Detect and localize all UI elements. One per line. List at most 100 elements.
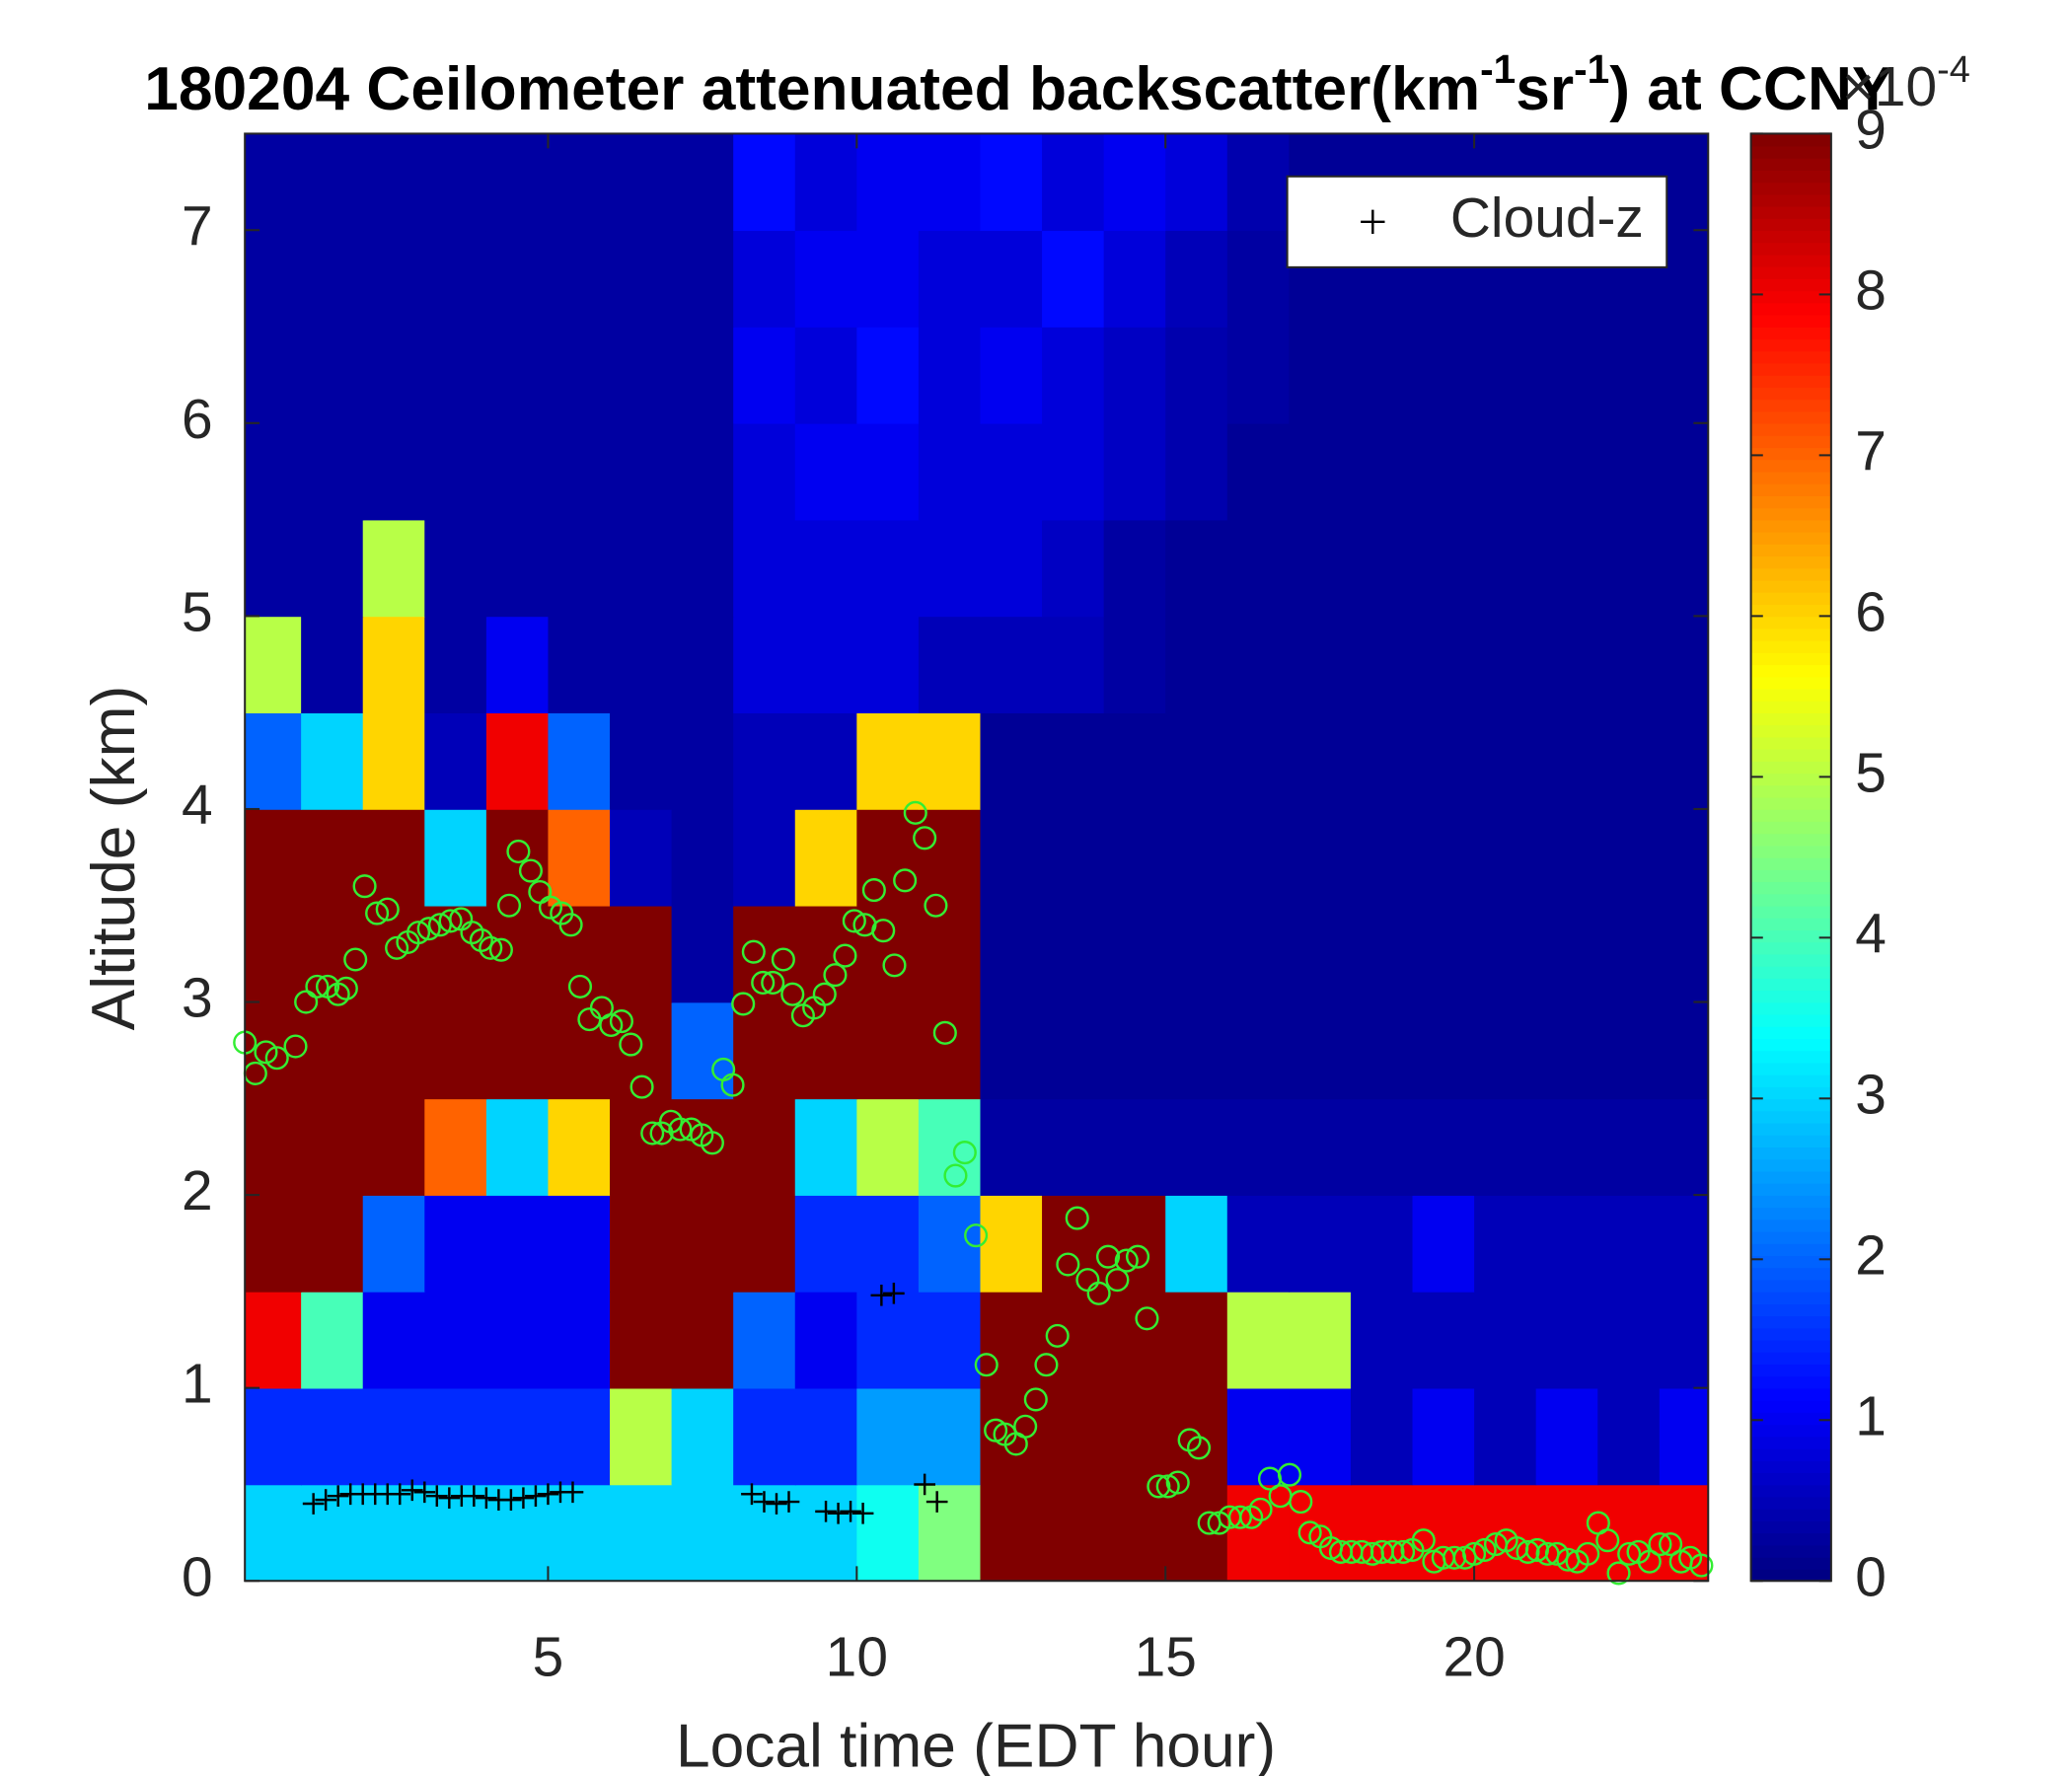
scatter-point: [567, 974, 593, 999]
scatter-point: [1056, 1252, 1080, 1277]
colorbar-swatch: [1750, 290, 1831, 304]
scatter-point: [943, 1163, 968, 1188]
heat-cell: [301, 519, 364, 618]
colorbar-swatch: [1750, 387, 1831, 401]
colorbar-swatch: [1750, 628, 1831, 641]
colorbar-swatch: [1750, 1460, 1831, 1474]
scatter-point: [1248, 1497, 1273, 1521]
scatter-point: [731, 992, 756, 1016]
heat-cell: [485, 519, 550, 618]
heat-cell: [1103, 905, 1167, 1003]
heat-cell: [918, 1098, 982, 1196]
heat-cell: [1226, 1291, 1291, 1389]
heat-cell: [794, 1001, 858, 1100]
colorbar-swatch: [1750, 953, 1831, 967]
colorbar-swatch: [1750, 1243, 1831, 1257]
heat-cell: [301, 905, 364, 1003]
heat-cell: [794, 327, 858, 424]
heat-cell: [671, 1387, 734, 1486]
heat-cell: [1103, 422, 1167, 521]
scatter-point: [406, 921, 431, 945]
heat-cell: [1659, 1001, 1709, 1100]
heat-cell: [1659, 230, 1709, 328]
colorbar-swatch: [1750, 133, 1831, 147]
heat-cell: [245, 519, 302, 618]
heat-cell: [1103, 519, 1167, 618]
heat-cell: [424, 519, 487, 618]
y-tick-label: 0: [182, 1546, 213, 1608]
heat-cell: [301, 422, 364, 521]
scatter-point: [720, 1073, 745, 1097]
heat-cell: [1226, 1484, 1291, 1582]
colorbar-swatch: [1750, 170, 1831, 184]
heat-cell: [1042, 1195, 1105, 1293]
heat-cell: [1535, 422, 1599, 521]
heatmap: [245, 133, 1709, 1582]
heat-cell: [610, 1484, 673, 1582]
colorbar-swatch: [1750, 724, 1831, 738]
heat-cell: [1165, 1098, 1228, 1196]
heat-cell: [424, 230, 487, 328]
heat-cell: [424, 1098, 487, 1196]
heat-cell: [301, 1387, 364, 1486]
colorbar-swatch: [1750, 435, 1831, 449]
heat-cell: [1226, 712, 1291, 810]
cloud-point: [413, 1481, 436, 1504]
heat-cell: [362, 1484, 426, 1582]
heat-cell: [733, 808, 796, 907]
heat-cell: [610, 1291, 673, 1389]
colorbar-swatch: [1750, 965, 1831, 979]
colorbar-swatch: [1750, 1267, 1831, 1281]
colorbar-swatch: [1750, 1569, 1831, 1583]
heat-cell: [856, 133, 920, 232]
scatter-point: [1576, 1541, 1600, 1566]
scatter-point: [294, 990, 319, 1014]
scatter-point: [1126, 1244, 1150, 1269]
colorbar-swatch: [1750, 1013, 1831, 1027]
heat-cell: [1350, 1001, 1414, 1100]
heat-cell: [362, 1195, 426, 1293]
heat-cell: [671, 133, 734, 232]
heat-cell: [485, 133, 550, 232]
heat-cell: [733, 712, 796, 810]
heat-cell: [794, 422, 858, 521]
scatter-point: [283, 1034, 308, 1059]
heat-cell: [1165, 133, 1228, 232]
heat-cell: [362, 422, 426, 521]
heat-cell: [301, 1195, 364, 1293]
heat-cell: [1535, 1098, 1599, 1196]
heat-cell: [671, 1484, 734, 1582]
heat-cell: [794, 230, 858, 328]
overlays: [233, 800, 1714, 1586]
scatter-point: [1297, 1520, 1322, 1545]
heat-cell: [362, 1291, 426, 1389]
colorbar-swatch: [1750, 990, 1831, 1003]
scatter-point: [1227, 1505, 1252, 1529]
colorbar-swatch: [1750, 652, 1831, 666]
heat-cell: [548, 1291, 611, 1389]
cloud-point: [883, 1283, 905, 1304]
heat-cell: [245, 1484, 302, 1582]
legend-label: Cloud-z: [1450, 187, 1644, 250]
heat-cell: [918, 1195, 982, 1293]
scatter-point: [1086, 1281, 1111, 1305]
scatter-point: [924, 893, 948, 918]
scatter-point: [326, 982, 350, 1006]
y-tick-label: 4: [182, 775, 213, 837]
colorbar-swatch: [1750, 157, 1831, 171]
colorbar-swatch: [1750, 616, 1831, 629]
title-superscript: -1: [1574, 46, 1609, 92]
heat-cell: [1412, 1098, 1475, 1196]
colorbar-swatch: [1750, 507, 1831, 521]
heat-cell: [1412, 422, 1475, 521]
colorbar-swatch: [1750, 639, 1831, 653]
heat-cell: [1226, 905, 1291, 1003]
colorbar-swatch: [1750, 278, 1831, 292]
colorbar-tick-label: 6: [1855, 581, 1887, 643]
heat-cell: [1597, 422, 1661, 521]
heat-cell: [548, 230, 611, 328]
colorbar-swatch: [1750, 471, 1831, 484]
heat-cell: [245, 327, 302, 424]
heat-cell: [918, 616, 982, 713]
heat-cell: [856, 1195, 920, 1293]
